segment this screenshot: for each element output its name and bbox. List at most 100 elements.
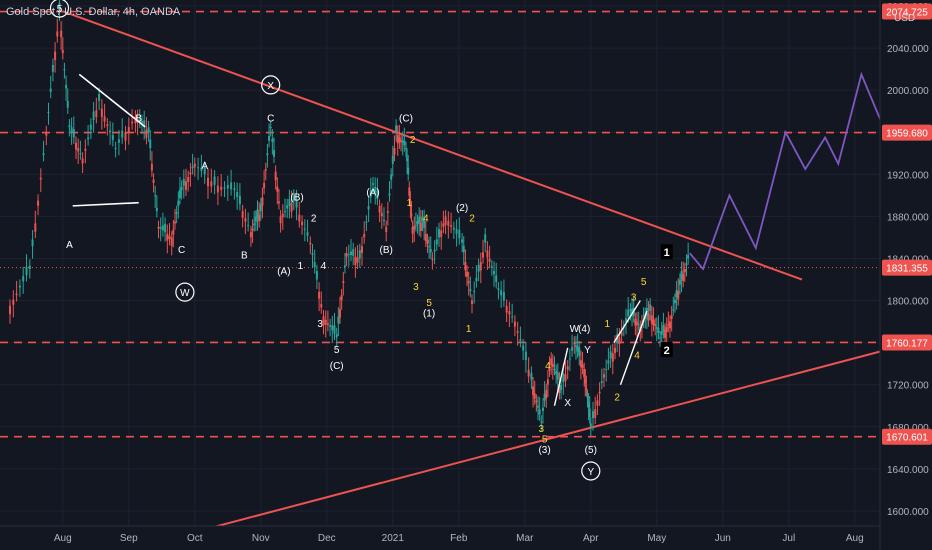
candle-body — [28, 265, 31, 269]
candle-body — [197, 167, 200, 169]
candle-body — [538, 409, 541, 415]
candle-body — [193, 163, 196, 168]
candle-body — [585, 388, 588, 390]
circled-wave-label: Y — [587, 467, 594, 478]
candle-body — [34, 223, 37, 232]
wave-label: 2 — [311, 214, 317, 225]
candle-body — [588, 408, 591, 418]
candle-body — [576, 346, 579, 352]
candle-body — [675, 290, 678, 298]
candle-body — [149, 139, 152, 149]
candle-body — [462, 245, 465, 253]
candle-body — [354, 256, 357, 266]
candle-body — [543, 393, 546, 401]
y-tick-label: 1720.000 — [887, 381, 929, 392]
candle-body — [594, 409, 597, 418]
candle-body — [571, 347, 574, 351]
candle-body — [537, 405, 539, 408]
candle-body — [438, 229, 440, 238]
candle-body — [159, 226, 162, 229]
candle-body — [583, 368, 586, 378]
candle-body — [455, 228, 458, 234]
candle-body — [550, 358, 553, 366]
candle-body — [634, 318, 637, 326]
channel-line-a — [553, 347, 569, 406]
level-label: 1670.601 — [886, 433, 928, 444]
candle-body — [350, 251, 352, 255]
candle-body — [680, 271, 683, 280]
candle-body — [405, 148, 407, 150]
candle-body — [178, 189, 181, 198]
candle-body — [609, 351, 612, 359]
candle-body — [421, 216, 424, 222]
candle-body — [673, 299, 676, 304]
level-label: 1760.177 — [886, 338, 928, 349]
sub-wave-label: 4 — [545, 361, 551, 372]
x-tick-label: Sep — [120, 533, 138, 544]
channel-line-c — [619, 310, 648, 385]
wave-label: (1) — [423, 308, 435, 319]
candle-body — [592, 411, 594, 419]
candle-body — [573, 342, 576, 345]
candle-body — [433, 249, 436, 252]
circled-wave-ring — [581, 461, 601, 481]
candle-body — [475, 277, 478, 282]
sub-wave-label: 4 — [423, 214, 429, 225]
candle-body — [560, 384, 563, 390]
candle-body — [124, 132, 127, 141]
candle-body — [471, 300, 473, 304]
candle-body — [513, 321, 516, 327]
candle-body — [662, 325, 665, 333]
wave-label: A — [201, 161, 208, 172]
candle-body — [103, 116, 106, 122]
candle-body — [618, 337, 621, 345]
candle-body — [37, 200, 40, 206]
candle-body — [84, 148, 87, 151]
candle-body — [25, 266, 28, 276]
candle-body — [376, 190, 379, 199]
candle-body — [182, 178, 185, 186]
candle-body — [117, 139, 120, 143]
candle-body — [216, 185, 219, 193]
sub-wave-label: 2 — [410, 135, 416, 146]
candle-body — [45, 132, 48, 136]
candle-body — [435, 239, 438, 245]
candle-body — [586, 396, 589, 398]
candle-body — [685, 263, 688, 265]
x-tick-label: Jul — [782, 533, 795, 544]
candle-body — [482, 252, 484, 258]
candle-body — [223, 187, 226, 189]
candle-body — [269, 126, 272, 128]
candle-body — [75, 142, 77, 150]
circled-wave-label: X — [267, 81, 274, 92]
candle-body — [256, 209, 259, 219]
candle-body — [147, 127, 150, 133]
candle-body — [649, 304, 652, 312]
candle-body — [281, 213, 284, 218]
candle-body — [347, 254, 350, 256]
candle-body — [558, 384, 561, 394]
candle-body — [277, 201, 280, 204]
candle-body — [276, 186, 279, 192]
y-tick-label: 1680.000 — [887, 423, 929, 434]
circled-wave-ring — [261, 75, 281, 95]
candle-body — [61, 49, 64, 54]
level-badge — [882, 334, 932, 351]
candle-body — [111, 135, 114, 141]
candle-body — [469, 289, 472, 291]
candle-body — [654, 324, 657, 326]
candle-body — [403, 140, 406, 146]
candle-body — [677, 290, 680, 300]
candle-body — [89, 124, 92, 130]
candle-body — [464, 261, 467, 271]
candle-body — [230, 182, 233, 190]
candle-body — [121, 130, 124, 138]
candle-body — [419, 222, 422, 231]
candle-body — [31, 239, 34, 247]
candle-body — [361, 246, 363, 253]
candle-body — [665, 326, 668, 332]
candle-body — [95, 110, 98, 118]
candle-body — [155, 207, 158, 212]
wave-label: Y — [584, 345, 591, 356]
